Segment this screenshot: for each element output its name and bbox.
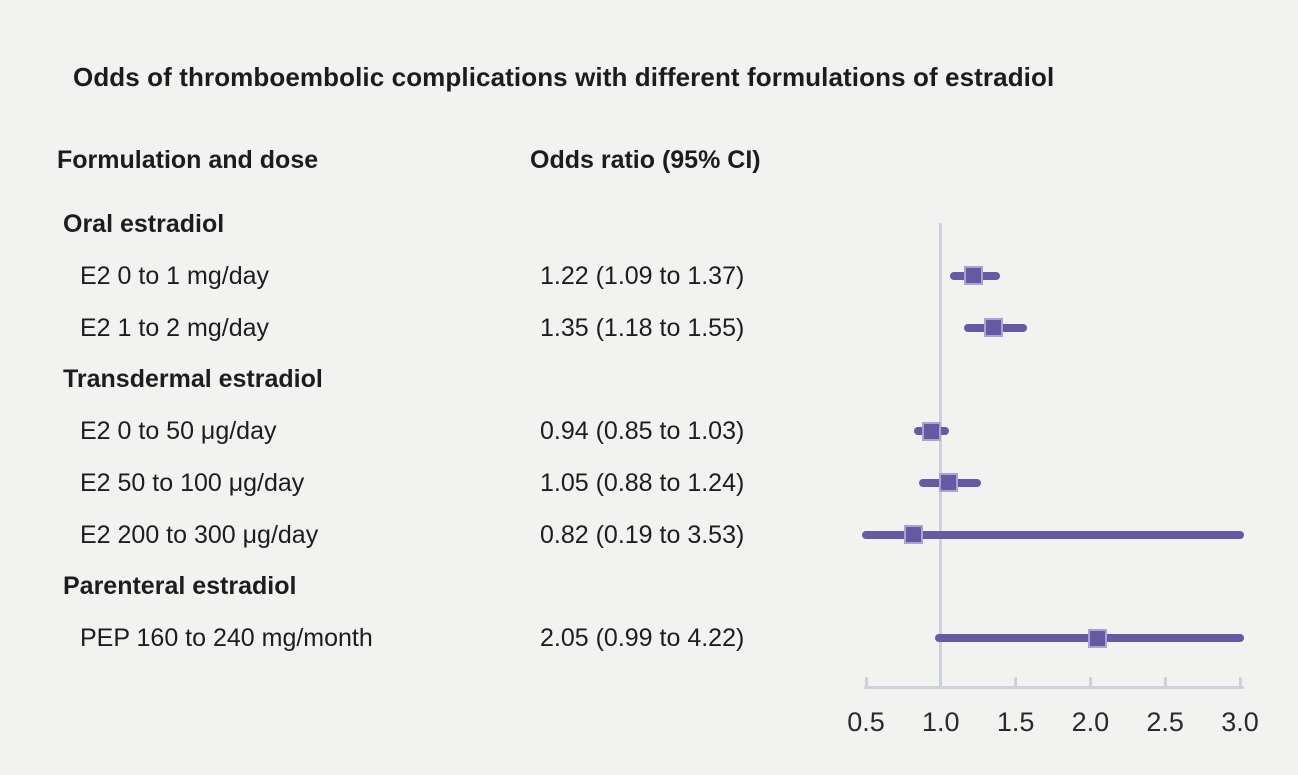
- axis-tick: [1163, 677, 1167, 688]
- axis-tick: [864, 677, 868, 688]
- row-label: E2 1 to 2 mg/day: [80, 313, 270, 342]
- row-label: E2 0 to 50 μg/day: [80, 417, 277, 445]
- row-label: E2 0 to 1 mg/day: [80, 261, 270, 290]
- column-header-formulation: Formulation and dose: [57, 146, 319, 174]
- x-axis-line: [864, 686, 1244, 689]
- axis-tick-label: 3.0: [1221, 707, 1259, 737]
- point-estimate-marker: [1088, 628, 1108, 648]
- row-label: E2 50 to 100 μg/day: [80, 468, 305, 497]
- axis-tick-label: 1.0: [922, 707, 960, 737]
- row-odds-ratio-value: 1.22 (1.09 to 1.37): [540, 261, 745, 290]
- row-odds-ratio-value: 0.82 (0.19 to 3.53): [540, 520, 745, 549]
- column-header-odds-ratio: Odds ratio (95% CI): [530, 146, 761, 174]
- axis-tick: [1088, 677, 1092, 688]
- group-label: Oral estradiol: [63, 210, 225, 238]
- point-estimate-marker: [938, 473, 958, 493]
- reference-line: [939, 223, 943, 689]
- row-odds-ratio-value: 2.05 (0.99 to 4.22): [540, 624, 745, 652]
- point-estimate-marker: [904, 525, 924, 544]
- group-label: Parenteral estradiol: [63, 572, 297, 601]
- axis-tick: [1014, 677, 1018, 688]
- axis-tick: [1238, 677, 1242, 688]
- chart-title: Odds of thromboembolic complications wit…: [73, 62, 1055, 92]
- row-label: PEP 160 to 240 mg/month: [80, 624, 373, 652]
- axis-tick: [939, 677, 943, 688]
- group-label: Transdermal estradiol: [63, 365, 323, 394]
- axis-tick-label: 1.5: [996, 707, 1035, 737]
- row-label: E2 200 to 300 μg/day: [80, 520, 319, 549]
- axis-tick-label: 2.5: [1146, 707, 1184, 737]
- row-odds-ratio-value: 0.94 (0.85 to 1.03): [540, 417, 745, 445]
- axis-tick-label: 0.5: [847, 707, 885, 737]
- point-estimate-marker: [964, 266, 984, 286]
- row-odds-ratio-value: 1.05 (0.88 to 1.24): [540, 468, 745, 497]
- point-estimate-marker: [922, 421, 942, 441]
- row-odds-ratio-value: 1.35 (1.18 to 1.55): [540, 313, 745, 342]
- axis-tick-label: 2.0: [1071, 707, 1110, 737]
- point-estimate-marker: [983, 318, 1003, 337]
- confidence-interval-line: [862, 530, 1244, 539]
